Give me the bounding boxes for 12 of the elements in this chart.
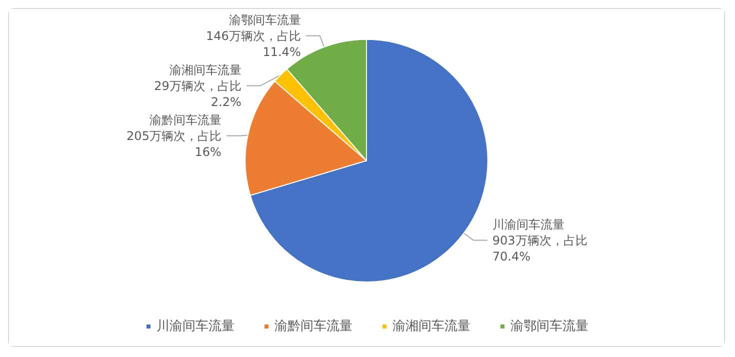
data-label: 903万辆次，占比70.4%: [492, 233, 588, 264]
slice-label: 渝鄂间车流量: [228, 12, 301, 27]
legend-label: 渝黔间车流量: [274, 318, 352, 334]
slice-label: 川渝间车流量: [492, 217, 564, 232]
legend-label: 渝湘间车流量: [392, 318, 470, 334]
slice-label: 渝湘间车流量: [169, 62, 242, 77]
legend-label: 川渝间车流量: [156, 318, 234, 334]
data-label: 205万辆次，占比16%: [126, 128, 222, 159]
data-label: 146万辆次，占比11.4%: [206, 28, 301, 59]
legend-label: 渝鄂间车流量: [510, 318, 588, 334]
slice-label: 渝黔间车流量: [149, 112, 222, 127]
data-label: 29万辆次，占比2.2%: [154, 78, 242, 109]
